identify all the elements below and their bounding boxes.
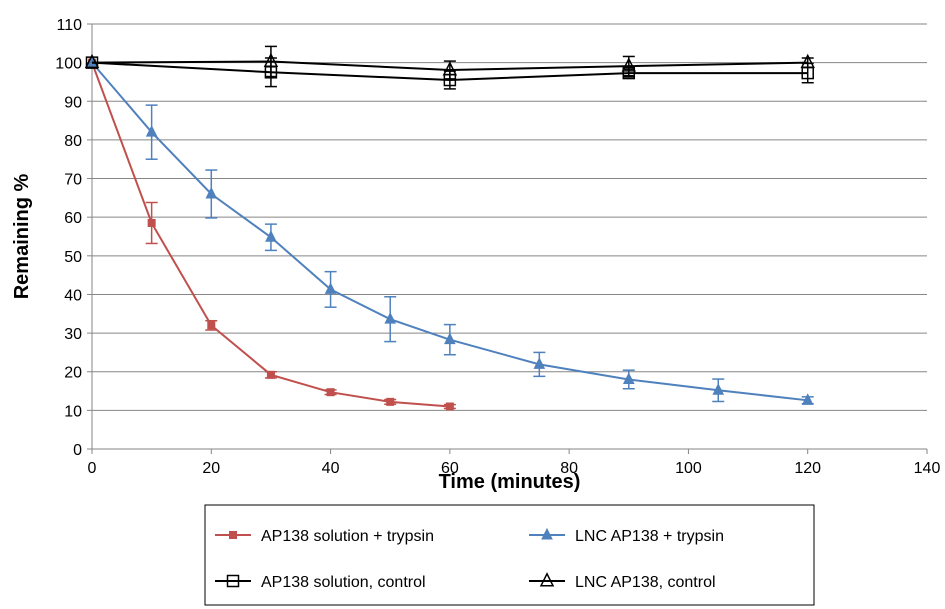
series-group — [86, 55, 814, 405]
y-tick-label: 90 — [64, 94, 82, 111]
legend-item: LNC AP138, control — [529, 572, 716, 591]
data-point — [147, 218, 156, 227]
legend-item: LNC AP138 + trypsin — [529, 527, 724, 545]
data-point — [533, 357, 546, 369]
data-point — [205, 186, 218, 199]
data-point — [207, 321, 216, 330]
legend-marker — [229, 531, 237, 539]
legend-marker — [226, 574, 240, 588]
series-group — [84, 45, 815, 80]
data-point — [386, 397, 395, 406]
data-point — [445, 402, 454, 411]
gridlines — [92, 23, 927, 411]
x-tick-label: 120 — [794, 460, 821, 477]
x-axis-title: Time (minutes) — [439, 471, 581, 493]
x-tick-label: 20 — [202, 460, 220, 477]
legend-label: AP138 solution, control — [261, 574, 426, 591]
y-tick-label: 100 — [55, 56, 82, 73]
legend-label: LNC AP138 + trypsin — [575, 528, 724, 545]
data-point — [145, 125, 158, 137]
data-point — [324, 282, 337, 294]
data-point — [800, 53, 815, 69]
y-tick-label: 30 — [64, 326, 82, 343]
x-tick-label: 60 — [441, 460, 459, 477]
data-point — [263, 52, 279, 68]
tick-labels: 0 10 20 30 40 50 60 70 80 90 100 110 0 20 40 60 80 100 120… — [55, 17, 940, 477]
x-tick-label: 0 — [88, 460, 97, 477]
data-point — [384, 312, 397, 324]
data-point — [621, 57, 636, 72]
data-point — [84, 53, 100, 69]
axes — [91, 24, 927, 450]
x-tick-label: 140 — [914, 460, 941, 477]
data-point — [801, 393, 814, 405]
y-tick-label: 110 — [56, 17, 82, 34]
legend-item: AP138 solution + trypsin — [215, 528, 434, 545]
data-point — [442, 61, 458, 76]
data-point — [266, 370, 275, 379]
y-axis-title: Remaining % — [11, 173, 33, 299]
series-group — [88, 58, 456, 411]
data-point — [444, 332, 456, 345]
legend-box — [204, 504, 815, 606]
data-point — [265, 230, 277, 242]
x-tick-label: 80 — [560, 460, 578, 477]
x-tick-label: 100 — [675, 460, 702, 477]
y-tick-label: 20 — [64, 365, 82, 382]
data-point — [326, 388, 335, 397]
data-point — [712, 383, 725, 395]
legend-label: AP138 solution + trypsin — [261, 528, 434, 545]
y-tick-label: 50 — [64, 249, 82, 266]
y-tick-label: 80 — [64, 133, 82, 150]
series — [84, 45, 815, 411]
x-tick-label: 40 — [322, 460, 340, 477]
legend-marker — [539, 572, 555, 587]
legend-item: AP138 solution, control — [215, 574, 426, 591]
y-tick-label: 70 — [64, 172, 82, 189]
legend-label: LNC AP138, control — [575, 574, 716, 591]
y-tick-label: 10 — [64, 403, 82, 420]
legend: AP138 solution + trypsin LNC AP138 + tryp… — [204, 504, 815, 606]
legend-marker — [541, 527, 553, 540]
y-tick-label: 40 — [64, 287, 82, 304]
y-tick-label: 60 — [64, 210, 82, 227]
y-tick-label: 0 — [73, 442, 82, 459]
data-point — [622, 372, 635, 384]
